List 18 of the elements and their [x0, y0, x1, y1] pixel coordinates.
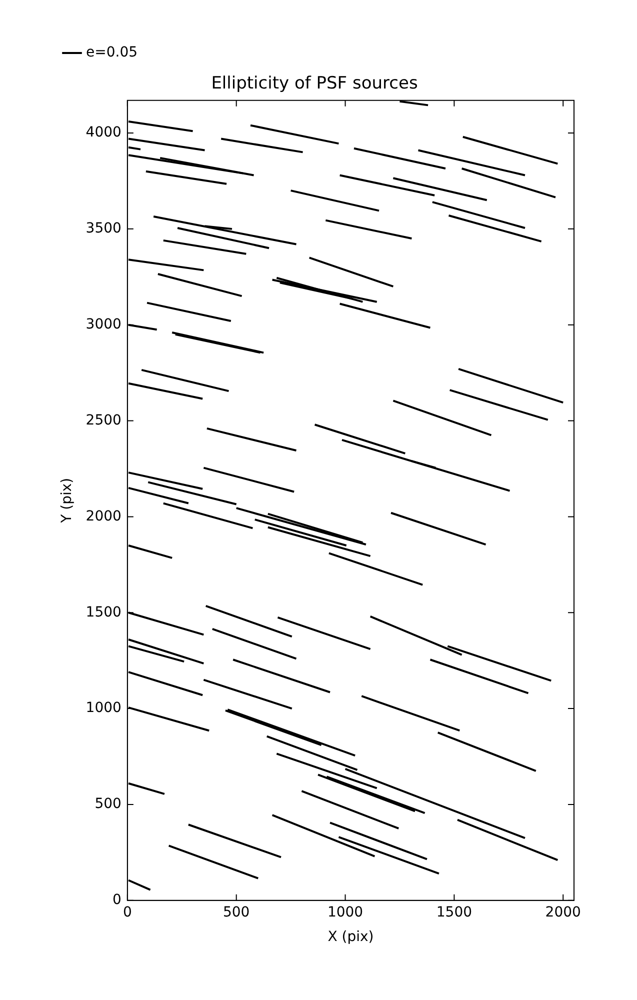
y-tick-label: 0: [112, 892, 122, 908]
chart-title: Ellipticity of PSF sources: [211, 74, 418, 94]
x-tick-label: 1500: [436, 904, 472, 920]
y-tick-label: 2500: [86, 412, 122, 428]
legend-label: e=0.05: [86, 44, 138, 61]
y-tick-label: 1000: [86, 700, 122, 716]
y-tick-label: 2000: [86, 508, 122, 524]
x-axis-title: X (pix): [328, 929, 374, 946]
x-tick-label: 500: [222, 904, 250, 920]
y-tick-label: 500: [94, 796, 122, 812]
y-tick-label: 4000: [86, 124, 122, 141]
x-tick-label: 2000: [545, 904, 581, 920]
y-tick-label: 3500: [86, 220, 122, 237]
y-tick-label: 1500: [86, 604, 122, 620]
y-axis-title: Y (pix): [59, 478, 76, 524]
x-tick-label: 1000: [327, 904, 364, 920]
x-tick-label: 0: [122, 904, 132, 920]
y-tick-label: 3000: [86, 316, 122, 332]
